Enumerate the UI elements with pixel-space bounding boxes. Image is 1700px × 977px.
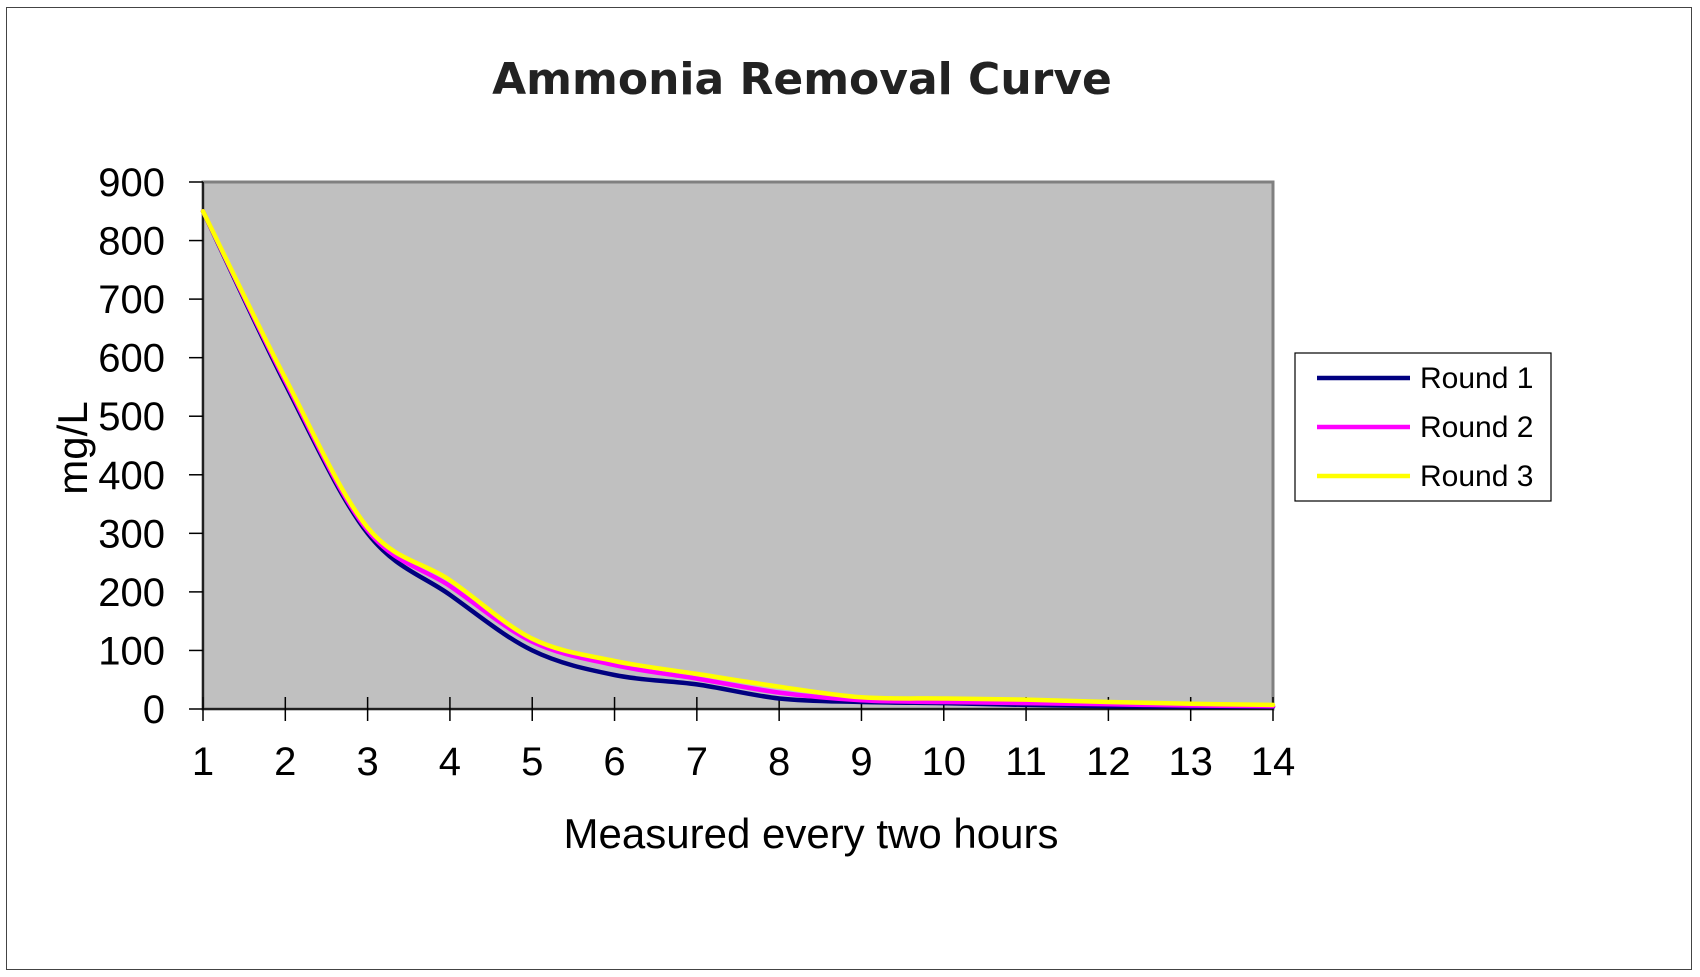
chart: Ammonia Removal Curve 010020030040050060… — [49, 54, 1552, 857]
x-tick-label: 8 — [768, 740, 790, 784]
x-tick-label: 6 — [603, 740, 625, 784]
y-tick-label: 200 — [98, 571, 165, 615]
y-tick-label: 700 — [98, 278, 165, 322]
x-tick-label: 3 — [356, 740, 378, 784]
y-tick-label: 500 — [98, 395, 165, 439]
x-tick-label: 14 — [1251, 740, 1296, 784]
x-tick-label: 11 — [1005, 740, 1047, 784]
series-line-round-3 — [200, 209, 1276, 708]
y-tick-label: 0 — [143, 688, 165, 732]
plot-background — [201, 180, 1275, 711]
y-axis-label: mg/L — [49, 401, 96, 494]
x-tick-label: 5 — [521, 740, 543, 784]
y-tick-label: 600 — [98, 337, 165, 381]
y-tick-label: 100 — [98, 629, 165, 673]
y-tick-label: 400 — [98, 454, 165, 498]
legend-label-round-1: Round 1 — [1420, 362, 1533, 395]
x-tick-label: 10 — [922, 740, 967, 784]
x-tick-label: 12 — [1086, 740, 1131, 784]
x-axis: 1 2 3 4 5 6 7 8 9 10 11 12 13 14 — [192, 697, 1295, 784]
x-tick-label: 4 — [439, 740, 461, 784]
x-tick-label: 1 — [192, 740, 214, 784]
y-tick-label: 900 — [98, 161, 165, 205]
chart-title: Ammonia Removal Curve — [492, 54, 1112, 105]
x-tick-label: 2 — [274, 740, 296, 784]
x-tick-label: 13 — [1168, 740, 1213, 784]
y-tick-label: 800 — [98, 220, 165, 264]
chart-frame: Ammonia Removal Curve 0 100 200 300 400 500 60… — [6, 7, 1692, 970]
y-axis: 0 100 200 300 400 500 600 700 800 900 — [98, 161, 204, 732]
legend-label-round-3: Round 3 — [1420, 460, 1533, 493]
x-tick-label: 9 — [850, 740, 872, 784]
legend-label-round-2: Round 2 — [1420, 411, 1533, 444]
x-tick-label: 7 — [686, 740, 708, 784]
legend: Round 1 Round 2 Round 3 — [1294, 352, 1552, 502]
y-tick-label: 300 — [98, 512, 165, 556]
series-lines — [200, 209, 1276, 709]
plot-area — [201, 180, 1275, 711]
x-axis-label: Measured every two hours — [564, 810, 1059, 857]
